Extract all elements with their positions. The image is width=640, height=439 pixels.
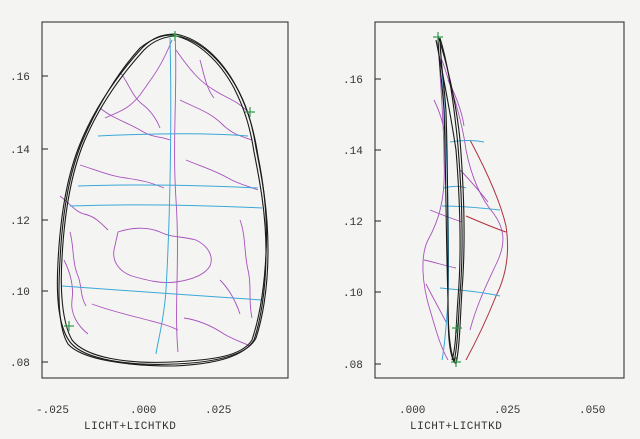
left-y-tick-label: .08 [10, 358, 30, 370]
right-x-tick-label: .025 [494, 405, 520, 417]
left-x-tick-label: .000 [130, 405, 156, 417]
right-red-section [465, 139, 509, 361]
left-y-tick-label: .10 [10, 287, 30, 299]
left-plot-frame [41, 21, 289, 379]
left-y-tick-label: .12 [10, 216, 30, 228]
left-landmark-markers [64, 31, 255, 331]
left-y-tick-label: .16 [10, 72, 30, 84]
right-section-lines [439, 39, 501, 361]
left-x-tick-label: .025 [205, 405, 231, 417]
right-y-tick-label: .12 [343, 217, 363, 229]
left-x-axis-label: LICHT+LICHTKD [84, 421, 176, 433]
right-y-tick-label: .08 [343, 360, 363, 372]
right-x-tick-label: .000 [399, 405, 425, 417]
left-y-ticks [42, 75, 48, 363]
right-y-ticks [375, 78, 381, 365]
right-plot: .16 .14 .12 .10 .08 .000 .025 .050 LICHT… [343, 21, 625, 433]
left-contour-lines [59, 35, 259, 353]
right-plot-frame [374, 21, 625, 379]
left-section-lines [61, 37, 263, 355]
right-y-tick-label: .16 [343, 75, 363, 87]
left-plot: .16 .14 .12 .10 .08 -.025 .000 .025 LICH… [10, 21, 289, 433]
left-outline [56, 33, 269, 367]
right-landmark-markers [433, 32, 462, 367]
right-y-tick-label: .14 [343, 146, 363, 158]
right-x-tick-label: .050 [579, 405, 605, 417]
left-x-tick-label: -.025 [36, 405, 69, 417]
left-y-tick-label: .14 [10, 145, 30, 157]
right-x-axis-label: LICHT+LICHTKD [410, 421, 502, 433]
right-y-tick-label: .10 [343, 288, 363, 300]
